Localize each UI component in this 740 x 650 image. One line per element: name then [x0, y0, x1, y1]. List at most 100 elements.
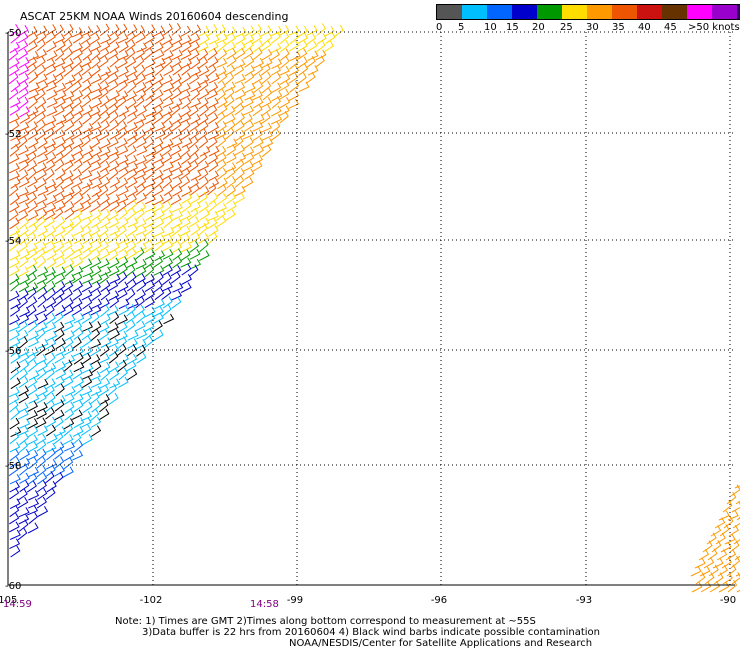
- wind-barb: [117, 177, 129, 189]
- wind-barb: [91, 128, 103, 140]
- wind-barb: [109, 344, 120, 357]
- wind-barb: [98, 104, 109, 117]
- wind-barb: [243, 137, 254, 150]
- wind-barb: [161, 201, 172, 214]
- latitude-label: -54: [5, 236, 21, 247]
- wind-barb: [172, 248, 183, 261]
- wind-barb: [190, 97, 202, 108]
- wind-barb: [117, 321, 128, 334]
- wind-barb: [316, 32, 327, 45]
- wind-barb: [35, 128, 46, 141]
- wind-barb: [107, 383, 118, 396]
- wind-barb: [90, 425, 102, 437]
- wind-barb: [709, 580, 721, 593]
- wind-barb: [54, 399, 65, 412]
- wind-barb: [172, 79, 182, 93]
- wind-barb: [727, 579, 738, 593]
- wind-barb: [98, 87, 109, 100]
- wind-barb: [118, 41, 129, 54]
- wind-barb: [10, 97, 21, 108]
- wind-barb: [261, 122, 273, 133]
- wind-barb: [36, 38, 46, 52]
- wind-barb: [234, 192, 245, 204]
- wind-barb: [18, 313, 30, 325]
- wind-barb: [9, 512, 20, 525]
- wind-barb: [117, 154, 129, 166]
- wind-barb: [19, 448, 30, 461]
- wind-barb: [19, 106, 30, 118]
- wind-barb: [27, 522, 39, 534]
- wind-barb: [208, 73, 220, 84]
- wind-barb: [171, 210, 183, 221]
- wind-barb: [153, 89, 164, 101]
- wind-barb: [217, 48, 228, 61]
- wind-barb: [261, 25, 272, 37]
- wind-barb: [27, 418, 39, 430]
- longitude-label: -93: [576, 595, 592, 606]
- wind-barb: [315, 55, 325, 68]
- wind-barb: [91, 209, 102, 221]
- wind-barb: [72, 42, 83, 53]
- wind-barb: [126, 155, 138, 166]
- wind-barb: [26, 409, 38, 421]
- wind-barb: [27, 223, 38, 237]
- wind-barb: [180, 257, 192, 268]
- wind-barb: [36, 48, 48, 60]
- wind-barb: [46, 225, 57, 238]
- wind-barb: [108, 167, 119, 181]
- wind-barb: [28, 490, 40, 501]
- wind-barb: [702, 540, 713, 553]
- legend-swatch: [662, 5, 687, 19]
- wind-barb: [80, 417, 92, 428]
- wind-barb: [46, 152, 57, 164]
- wind-barb: [72, 288, 83, 302]
- wind-barb: [91, 185, 102, 198]
- wind-barb: [144, 40, 155, 53]
- wind-barb: [198, 232, 209, 244]
- wind-barb: [225, 41, 237, 53]
- wind-barb: [19, 112, 31, 124]
- wind-barb: [36, 321, 48, 333]
- wind-barb: [109, 328, 120, 341]
- wind-barb: [82, 321, 94, 332]
- wind-barb: [198, 97, 209, 110]
- wind-barb: [180, 282, 192, 293]
- wind-barb: [199, 104, 209, 117]
- wind-barb: [45, 378, 56, 390]
- wind-barb: [28, 393, 40, 404]
- wind-barb: [72, 138, 84, 149]
- wind-barb: [8, 71, 19, 85]
- wind-barb: [90, 73, 102, 85]
- wind-barb: [81, 281, 93, 293]
- wind-barb: [72, 97, 82, 110]
- wind-barb: [135, 113, 147, 124]
- wind-barb: [19, 273, 30, 285]
- latitude-label: -60: [5, 581, 21, 592]
- wind-barb: [144, 233, 155, 245]
- legend-label: >50 knots: [688, 22, 740, 33]
- wind-barb: [162, 264, 173, 276]
- wind-barb: [251, 90, 263, 101]
- wind-barb: [136, 155, 148, 166]
- wind-barb: [37, 145, 48, 158]
- wind-barb: [136, 329, 148, 340]
- legend-label: 10: [484, 22, 497, 33]
- wind-barb: [10, 177, 21, 189]
- wind-barb: [99, 176, 111, 189]
- wind-barb: [244, 39, 254, 53]
- wind-barb: [90, 416, 102, 428]
- wind-barb: [207, 136, 218, 149]
- wind-barb: [45, 202, 57, 214]
- wind-barb: [207, 200, 218, 213]
- wind-barb: [117, 359, 127, 373]
- wind-barb: [118, 241, 129, 253]
- wind-barb: [45, 459, 57, 470]
- wind-barb: [27, 505, 39, 516]
- wind-barb: [98, 240, 109, 253]
- wind-barb: [127, 298, 139, 309]
- wind-barb: [28, 498, 40, 509]
- wind-barb: [55, 280, 66, 294]
- wind-barb: [722, 500, 733, 513]
- wind-barb: [144, 136, 155, 150]
- wind-barb: [81, 258, 93, 270]
